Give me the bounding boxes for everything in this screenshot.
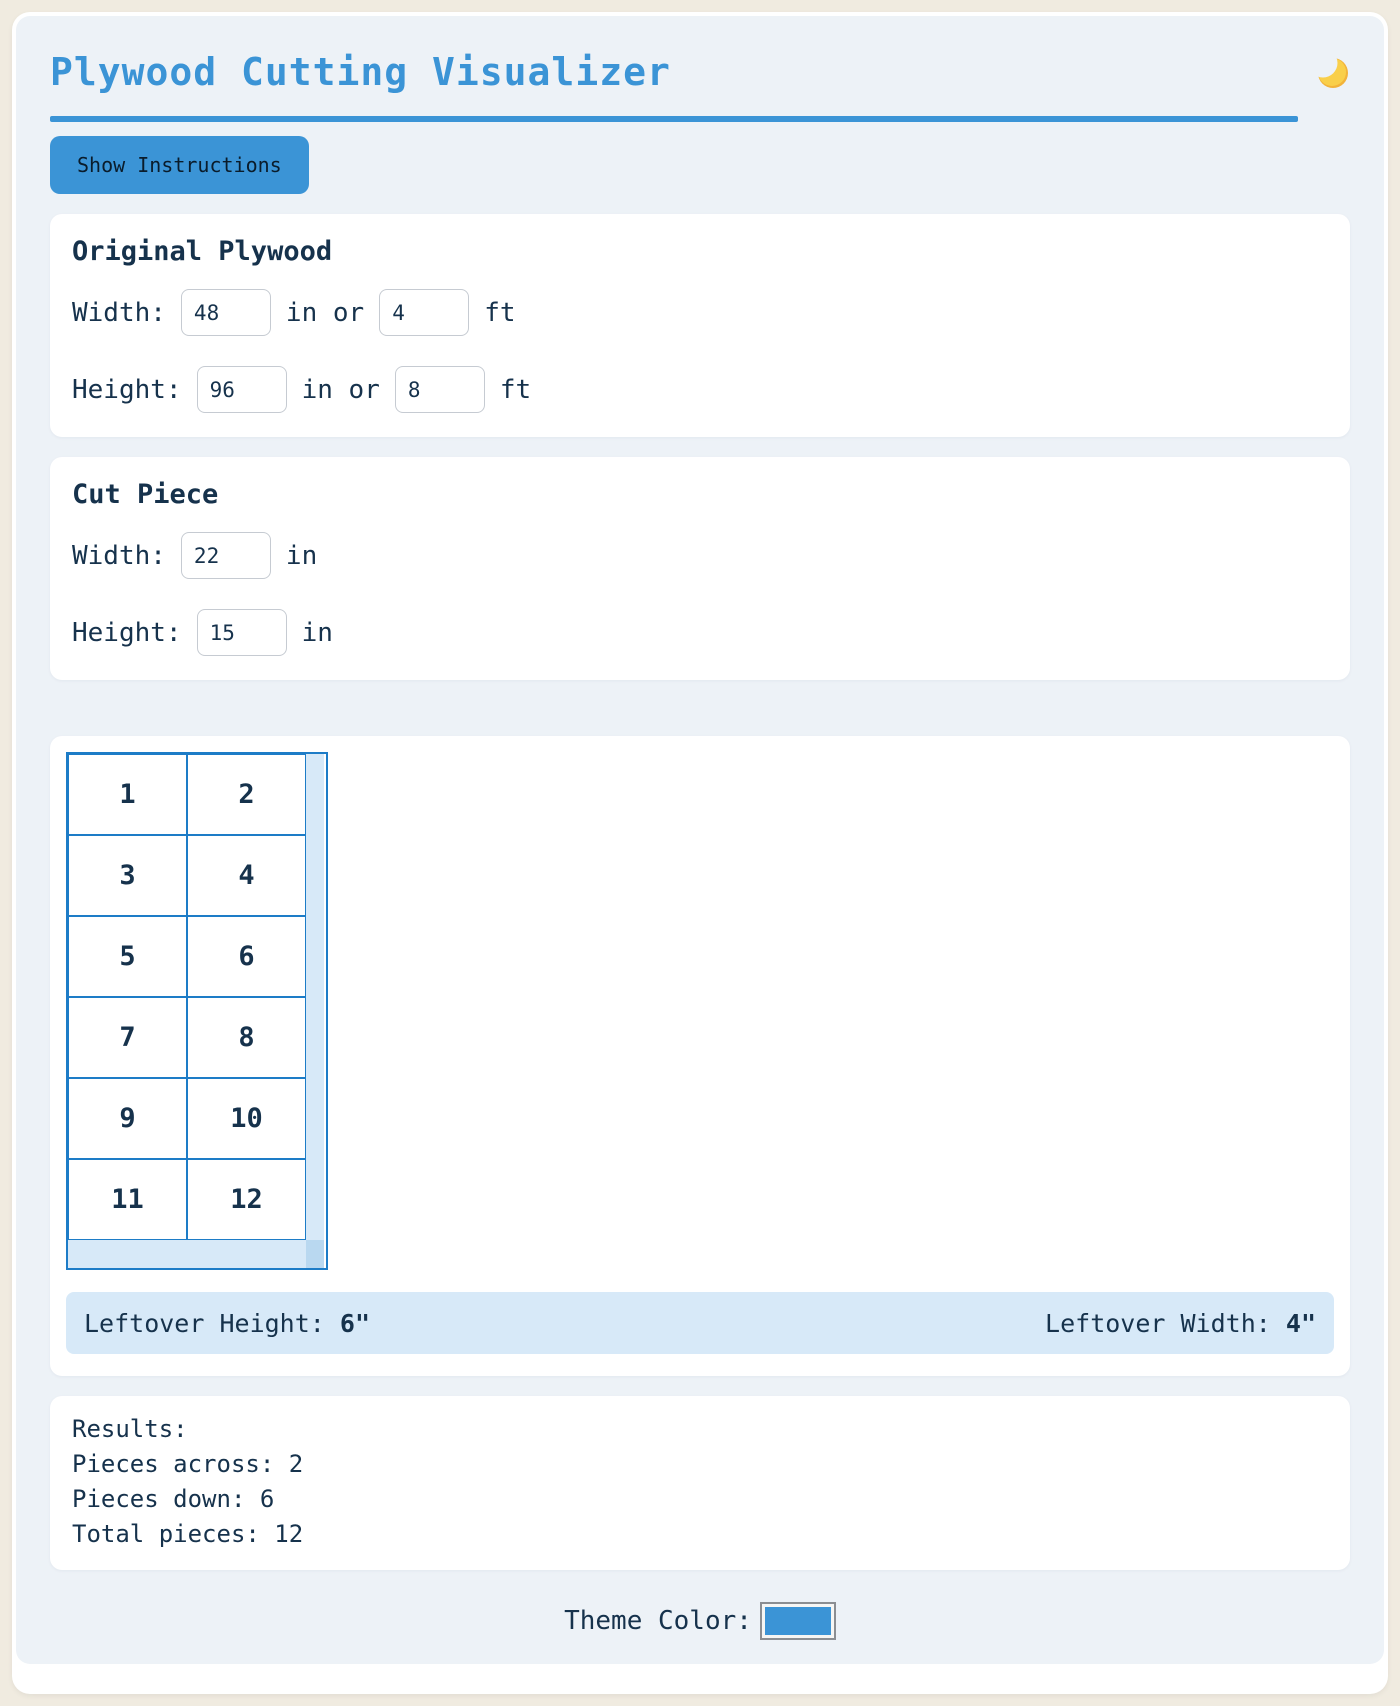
leftover-height-strip (68, 1240, 306, 1268)
app-header: Plywood Cutting Visualizer (36, 36, 1364, 94)
cut-height-unit: in (301, 617, 333, 648)
results-pieces-down: Pieces down: 6 (72, 1485, 275, 1513)
leftover-height-value: 6" (339, 1308, 370, 1338)
original-height-inches-input[interactable] (196, 366, 287, 413)
cut-width-row: Width: in (72, 532, 1328, 579)
cut-piece-card: Cut Piece Width: in Height: in (50, 457, 1350, 680)
piece-cell: 4 (187, 835, 306, 916)
piece-cell: 1 (68, 754, 187, 835)
leftover-height-text: Leftover Height: 6" (84, 1309, 370, 1338)
cut-width-input[interactable] (180, 532, 271, 579)
results-card: Results: Pieces across: 2 Pieces down: 6… (50, 1396, 1350, 1570)
piece-cell: 5 (68, 916, 187, 997)
theme-color-swatch (764, 1607, 831, 1635)
cut-height-input[interactable] (196, 609, 287, 656)
original-height-unit-join: in or (301, 374, 380, 405)
visualization-card: 1 2 3 4 5 6 7 8 9 10 11 12 Leftover Heig… (50, 736, 1350, 1376)
piece-cell: 7 (68, 997, 187, 1078)
moon-icon (1308, 48, 1350, 96)
page-title: Plywood Cutting Visualizer (50, 50, 671, 94)
original-width-unit-join: in or (285, 297, 365, 328)
cut-height-row: Height: in (72, 609, 1328, 656)
leftover-width-strip (306, 754, 324, 1240)
cut-width-label: Width: (72, 540, 166, 571)
results-pieces-across: Pieces across: 2 (72, 1450, 304, 1478)
leftover-summary-bar: Leftover Height: 6" Leftover Width: 4" (66, 1292, 1334, 1354)
cut-piece-heading: Cut Piece (72, 479, 219, 510)
original-height-feet-unit: ft (499, 374, 532, 405)
dark-mode-toggle[interactable] (1308, 48, 1350, 96)
piece-cell: 9 (68, 1078, 187, 1159)
theme-color-picker[interactable] (759, 1602, 836, 1640)
piece-cell: 10 (187, 1078, 306, 1159)
original-height-label: Height: (72, 374, 182, 405)
piece-cell: 12 (187, 1159, 306, 1240)
original-width-inches-input[interactable] (180, 289, 271, 336)
original-width-feet-input[interactable] (379, 289, 470, 336)
leftover-width-label: Leftover Width: (1045, 1308, 1271, 1338)
original-width-feet-unit: ft (484, 297, 516, 328)
cut-width-unit: in (285, 540, 318, 571)
theme-color-label: Theme Color: (564, 1606, 752, 1636)
original-height-feet-input[interactable] (394, 366, 485, 413)
theme-color-row: Theme Color: (36, 1602, 1364, 1642)
leftover-height-label: Leftover Height: (84, 1308, 325, 1338)
results-heading: Results: (72, 1415, 188, 1443)
original-height-row: Height: in or ft (72, 366, 1328, 413)
header-divider (50, 116, 1298, 122)
piece-cell: 11 (68, 1159, 187, 1240)
leftover-width-text: Leftover Width: 4" (1045, 1309, 1316, 1338)
original-plywood-card: Original Plywood Width: in or ft Height:… (50, 214, 1350, 437)
leftover-width-value: 4" (1285, 1308, 1316, 1338)
piece-cell: 2 (187, 754, 306, 835)
original-width-row: Width: in or ft (72, 289, 1328, 336)
piece-cell: 6 (187, 916, 306, 997)
leftover-corner (306, 1240, 324, 1268)
piece-cell: 8 (187, 997, 306, 1078)
plywood-visualization: 1 2 3 4 5 6 7 8 9 10 11 12 (66, 752, 328, 1270)
original-plywood-heading: Original Plywood (72, 236, 333, 267)
piece-cell: 3 (68, 835, 187, 916)
cut-height-label: Height: (72, 617, 182, 648)
show-instructions-button[interactable]: Show Instructions (50, 136, 309, 194)
results-total-pieces: Total pieces: 12 (72, 1520, 304, 1548)
app-container: Plywood Cutting Visualizer Show Instruct… (16, 16, 1384, 1664)
original-width-label: Width: (72, 297, 166, 328)
page-card: Plywood Cutting Visualizer Show Instruct… (12, 12, 1388, 1694)
